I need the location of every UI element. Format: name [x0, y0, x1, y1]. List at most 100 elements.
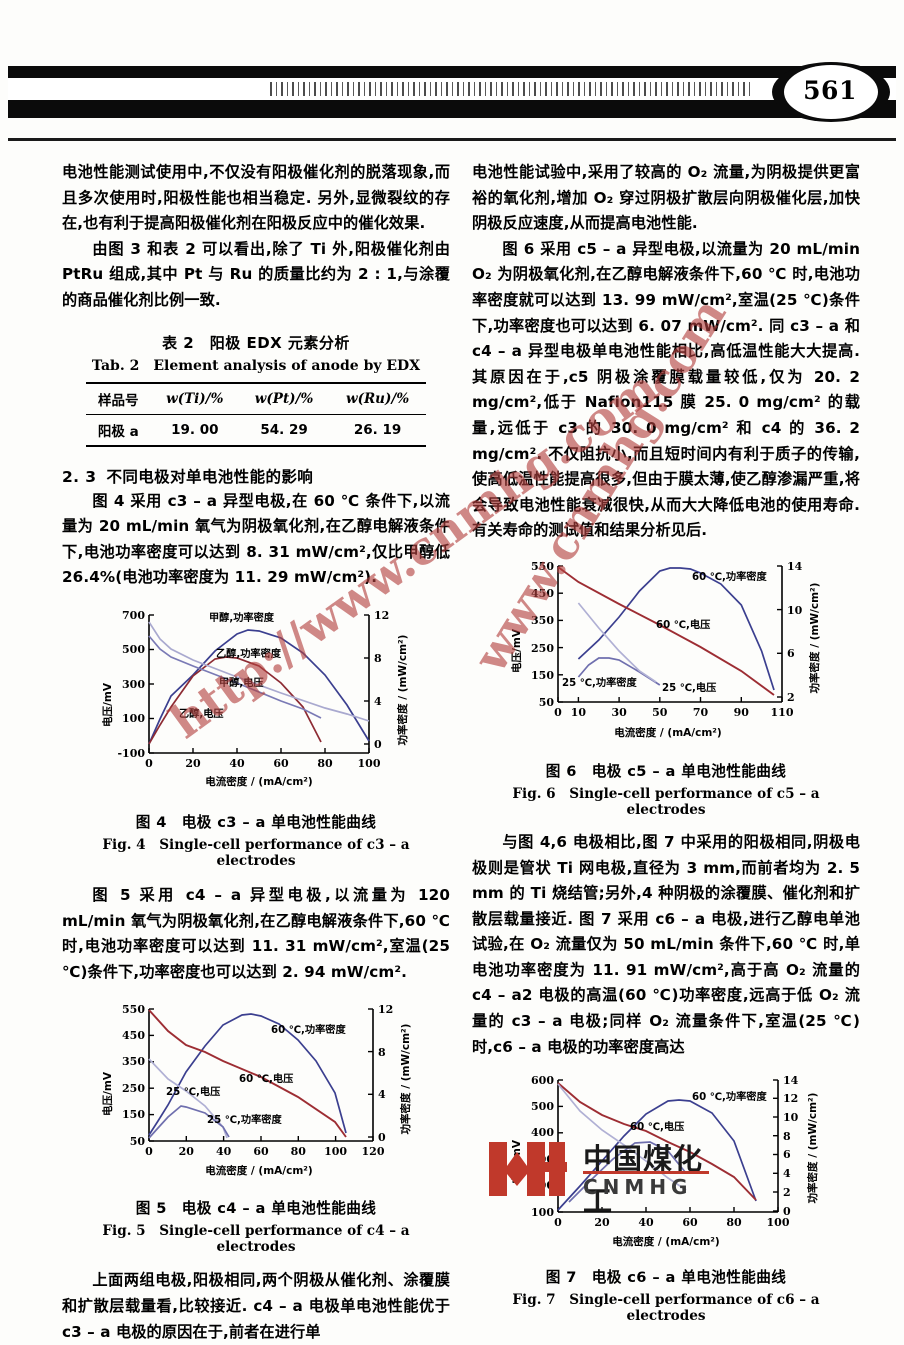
paragraph-right-2: 图 6 采用 c5 – a 异型电极,以流量为 20 mL/min O₂ 为阴极…: [472, 239, 860, 540]
series-methanol-power: [148, 629, 370, 745]
paragraph-fig5-intro: 图 5 采用 c4 – a 异型电极,以流量为 120 mL/min 氧气为阴极…: [62, 885, 450, 981]
figure-5-caption: 图 5 电极 c4 – a 单电池性能曲线 Fig. 5 Single-cell…: [62, 1197, 450, 1255]
figure-4-plot: -100 100 300 500 700 0 20 40 60 80 100: [62, 605, 450, 805]
svg-text:100: 100: [122, 712, 145, 725]
svg-text:400: 400: [531, 1126, 554, 1139]
fig7-y2label: 功率密度 / (mW/cm²): [806, 1093, 819, 1204]
paragraph-right-3: 与图 4,6 电极相比,图 7 中采用的阳极相同,阴极电极则是管状 Ti 网电极…: [472, 832, 860, 1056]
figure-5-caption-en: Fig. 5 Single-cell performance of c4 – a…: [102, 1223, 410, 1256]
svg-text:12: 12: [374, 609, 389, 622]
svg-text:0: 0: [783, 1205, 791, 1218]
fig6-label-2: 25 ℃,功率密度: [562, 676, 637, 689]
table-col-ti: w(Ti)/%: [150, 381, 239, 415]
table2-caption-en: Tab. 2 Element analysis of anode by EDX: [91, 357, 421, 374]
svg-text:500: 500: [122, 643, 145, 656]
series-25c-voltage: [577, 602, 657, 683]
svg-text:100: 100: [531, 1206, 554, 1219]
svg-text:250: 250: [531, 642, 554, 655]
svg-text:550: 550: [531, 560, 554, 573]
svg-text:60: 60: [273, 757, 289, 770]
svg-text:4: 4: [378, 1088, 386, 1101]
svg-text:0: 0: [378, 1131, 386, 1144]
svg-text:10: 10: [571, 706, 587, 719]
fig5-label-2: 25 ℃,电压: [166, 1085, 220, 1098]
svg-text:12: 12: [783, 1092, 798, 1105]
svg-text:40: 40: [638, 1216, 654, 1229]
svg-text:50: 50: [130, 1135, 146, 1148]
svg-text:350: 350: [122, 1055, 145, 1068]
svg-text:100: 100: [358, 757, 381, 770]
svg-text:10: 10: [783, 1111, 799, 1124]
right-column: 电池性能试验中,采用了较高的 O₂ 流量,为阴极提供更富裕的氧化剂,增加 O₂ …: [472, 160, 860, 1324]
svg-text:50: 50: [652, 706, 668, 719]
svg-text:80: 80: [726, 1216, 742, 1229]
fig6-y2label: 功率密度 / (mW/cm²): [808, 582, 821, 693]
figure-6-caption-en: Fig. 6 Single-cell performance of c5 – a…: [512, 785, 820, 818]
fig5-y2label: 功率密度 / (mW/cm²): [399, 1024, 412, 1135]
svg-text:4: 4: [374, 695, 382, 708]
svg-text:0: 0: [145, 757, 153, 770]
svg-text:150: 150: [122, 1108, 145, 1121]
series-25c-voltage: [557, 1083, 687, 1191]
table2-edx: 样品号 w(Ti)/% w(Pt)/% w(Ru)/% 阳极 a 19. 00 …: [86, 381, 426, 447]
svg-text:8: 8: [783, 1130, 791, 1143]
scanned-page: 561 电池性能测试使用中,不仅没有阳极催化剂的脱落现象,而且多次使用时,阳极性…: [0, 52, 904, 1341]
series-60c-power: [577, 567, 775, 691]
figure-7-caption-en: Fig. 7 Single-cell performance of c6 – a…: [512, 1292, 820, 1325]
page-number-lens-hole: [784, 65, 878, 119]
series-60c-voltage: [557, 566, 775, 696]
svg-text:300: 300: [122, 678, 145, 691]
fig7-xlabel: 电流密度 / (mA/cm²): [612, 1235, 719, 1248]
svg-text:4: 4: [783, 1167, 791, 1180]
page-number: 561: [803, 76, 857, 105]
paragraph-right-1: 电池性能试验中,采用了较高的 O₂ 流量,为阴极提供更富裕的氧化剂,增加 O₂ …: [472, 163, 860, 233]
svg-text:300: 300: [531, 1153, 554, 1166]
figure-7-plot: 100 200 300 400 500 600 0 20 40 60 80 100: [472, 1070, 860, 1260]
paragraph-left-1: 电池性能测试使用中,不仅没有阳极催化剂的脱落现象,而且多次使用时,阳极性能也相当…: [62, 163, 450, 233]
figure-6-caption-cn: 图 6 电极 c5 – a 单电池性能曲线: [545, 762, 787, 780]
figure-5-plot: 50 150 250 350 450 550 0 20 40 60 80 100 120: [62, 999, 450, 1191]
series-ethanol-power: [148, 656, 322, 745]
fig6-xlabel: 电流密度 / (mA/cm²): [614, 726, 721, 739]
svg-text:2: 2: [787, 691, 795, 704]
table-row: 阳极 a 19. 00 54. 29 26. 19: [86, 414, 426, 447]
fig7-label-1: 60 ℃,电压: [630, 1120, 684, 1133]
svg-text:60: 60: [682, 1216, 698, 1229]
fig4-label-2: 甲醇,电压: [219, 676, 264, 689]
fig6-label-0: 60 ℃,功率密度: [692, 570, 767, 583]
svg-text:30: 30: [611, 706, 627, 719]
table-header-row: 样品号 w(Ti)/% w(Pt)/% w(Ru)/%: [86, 381, 426, 415]
page-header: 561: [0, 52, 904, 141]
svg-text:50: 50: [539, 696, 555, 709]
svg-text:80: 80: [291, 1145, 307, 1158]
svg-text:0: 0: [374, 738, 382, 751]
svg-text:120: 120: [362, 1145, 385, 1158]
svg-text:100: 100: [767, 1216, 790, 1229]
svg-text:12: 12: [378, 1003, 393, 1016]
left-column: 电池性能测试使用中,不仅没有阳极催化剂的脱落现象,而且多次使用时,阳极性能也相当…: [62, 160, 450, 1345]
figure-6-caption: 图 6 电极 c5 – a 单电池性能曲线 Fig. 6 Single-cell…: [472, 760, 860, 818]
fig5-label-0: 60 ℃,功率密度: [271, 1023, 346, 1036]
fig4-label-1: 乙醇,功率密度: [216, 647, 282, 660]
series-60c-power: [557, 1099, 757, 1211]
table2-caption-cn: 表 2 阳极 EDX 元素分析: [162, 333, 350, 352]
series-60c-power: [148, 1013, 347, 1136]
svg-text:0: 0: [554, 706, 562, 719]
paragraph-section23: 图 4 采用 c3 – a 异型电极,在 60 ℃ 条件下,以流量为 20 mL…: [62, 491, 450, 587]
fig6-label-3: 25 ℃,电压: [662, 681, 716, 694]
fig4-ylabel: 电压/mV: [101, 682, 114, 727]
svg-text:150: 150: [531, 669, 554, 682]
svg-text:80: 80: [317, 757, 333, 770]
figure-5-caption-cn: 图 5 电极 c4 – a 单电池性能曲线: [135, 1200, 377, 1218]
header-faint-text: [270, 82, 754, 96]
figure-6-svg: 50 150 250 350 450 550 0 10 30 50 70 90 110: [510, 560, 821, 739]
section-title: 不同电极对单电池性能的影响: [106, 467, 314, 486]
figure-4-caption: 图 4 电极 c3 – a 单电池性能曲线 Fig. 4 Single-cell…: [62, 811, 450, 869]
fig4-label-3: 乙醇,电压: [179, 707, 224, 720]
table-col-ru: w(Ru)/%: [329, 381, 426, 415]
series-25c-power: [568, 1141, 687, 1203]
svg-text:20: 20: [185, 757, 201, 770]
svg-text:20: 20: [594, 1216, 610, 1229]
